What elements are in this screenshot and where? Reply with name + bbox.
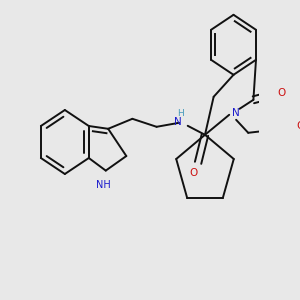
Text: O: O — [190, 168, 198, 178]
Text: N: N — [232, 108, 240, 118]
Text: O: O — [296, 121, 300, 131]
Text: O: O — [277, 88, 285, 98]
Text: N: N — [174, 117, 182, 127]
Text: NH: NH — [96, 180, 110, 190]
Text: H: H — [177, 109, 184, 118]
